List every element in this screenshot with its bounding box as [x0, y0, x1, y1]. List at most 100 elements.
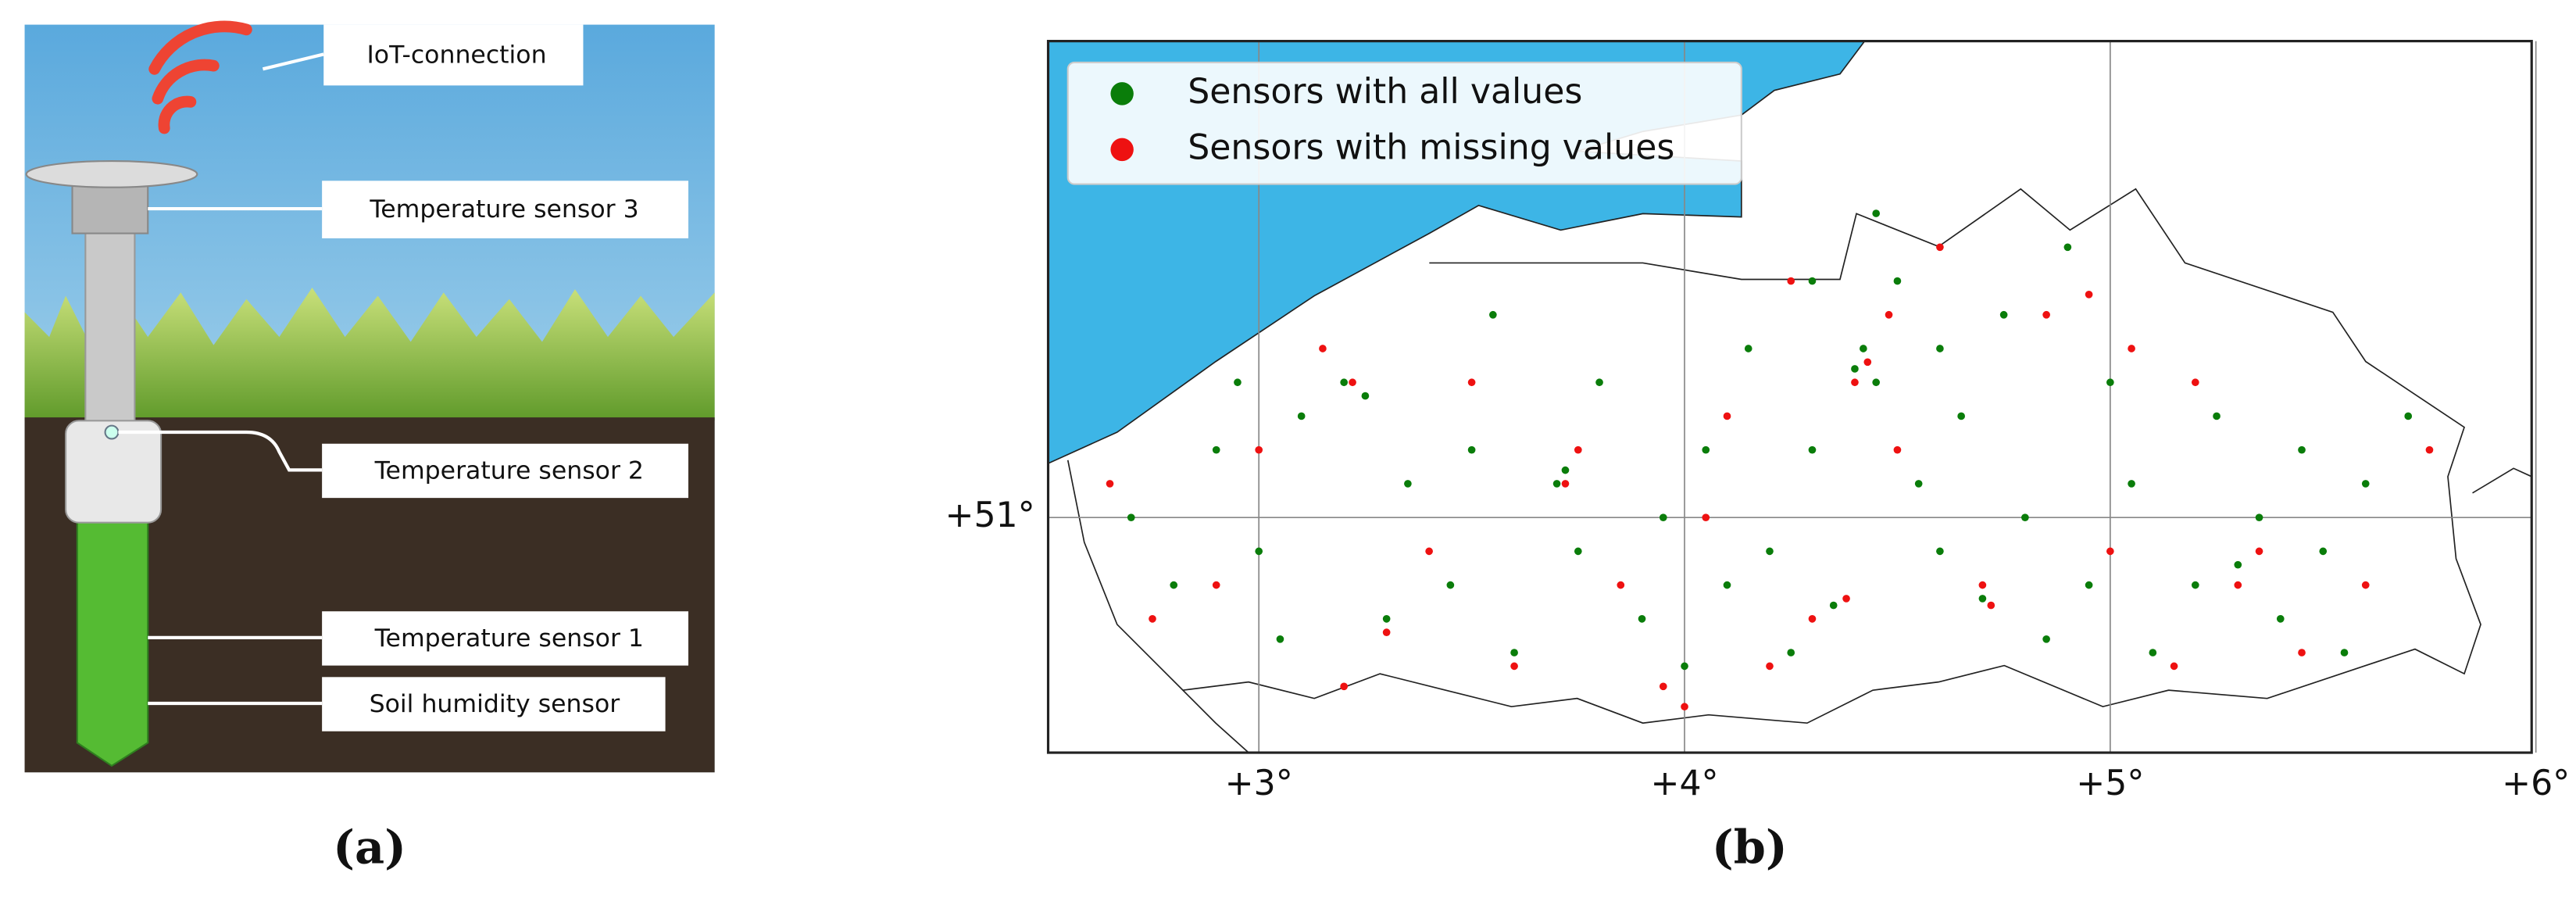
- sensor-point: [1552, 480, 1561, 488]
- legend-box: [1066, 61, 1742, 185]
- sensor-point: [2191, 581, 2199, 589]
- sensor-point: [1914, 480, 1923, 488]
- sensor-point: [1744, 345, 1752, 352]
- sensor-point: [1936, 345, 1944, 352]
- sensor-point: [1340, 682, 1348, 691]
- sensor-point: [2425, 445, 2434, 454]
- sensor-point: [1255, 547, 1263, 556]
- sensor-point: [1723, 581, 1731, 589]
- region-border: [1066, 188, 2481, 724]
- caption: (b): [1712, 821, 1788, 875]
- sensor-point: [2021, 513, 2029, 521]
- sensor-point: [2298, 445, 2306, 454]
- sensor-point: [2340, 649, 2349, 656]
- sensor-point: [1860, 345, 1867, 352]
- sensor-point: [1349, 378, 1356, 387]
- sensor-point: [2128, 345, 2135, 352]
- sensor-point: [1212, 445, 1220, 454]
- sensor-point: [2255, 513, 2263, 521]
- sensor-point: [1842, 595, 1850, 603]
- sensor-point: [1659, 682, 1667, 691]
- sensor-point: [2149, 649, 2157, 656]
- x-tick-label: +3°: [1225, 764, 1293, 803]
- sensor-point: [1851, 365, 1859, 373]
- sensor-point: [1382, 628, 1391, 636]
- sensor-point: [1999, 310, 2008, 319]
- sensor-point: [2361, 480, 2370, 488]
- cap: [25, 160, 198, 188]
- sensor-point: [1851, 378, 1859, 387]
- sensor-point: [2128, 480, 2135, 488]
- sensor-point: [1467, 378, 1476, 387]
- sensor-point: [2170, 662, 2178, 671]
- sensor-point: [2191, 378, 2199, 387]
- sensor-point: [2085, 581, 2093, 589]
- sensor-point: [1170, 581, 1178, 589]
- sensor-point: [1957, 412, 1965, 420]
- sensor-point: [1787, 649, 1795, 656]
- sensor-point: [1561, 480, 1570, 488]
- caption: (a): [333, 821, 406, 875]
- probe: [76, 517, 149, 767]
- label: Temperature sensor 1: [374, 624, 644, 653]
- wifi-icon: [148, 20, 252, 134]
- sensor-point: [1766, 662, 1774, 671]
- frame: [1046, 40, 2533, 754]
- sensor-point: [1149, 615, 1156, 623]
- sensor-point: [1127, 513, 1135, 521]
- panel-a: IoT-connection Temperature sensor 3 Temp…: [24, 20, 715, 875]
- sensor-point: [1893, 277, 1902, 285]
- label: Temperature sensor 2: [374, 456, 644, 485]
- sensor-point: [1361, 392, 1370, 400]
- sensor-point: [1234, 378, 1242, 387]
- sensor-point: [2234, 560, 2242, 569]
- label: Soil humidity sensor: [370, 690, 620, 718]
- sensor-point: [1212, 581, 1220, 589]
- sensor-point: [1382, 615, 1391, 623]
- sensor-point: [1106, 480, 1114, 488]
- sensor-point: [1681, 662, 1688, 671]
- grass: [24, 287, 715, 421]
- label-boxes: [322, 24, 689, 732]
- sensor-point: [2042, 310, 2050, 319]
- sensor-point: [1446, 581, 1455, 589]
- sensor-point: [2106, 547, 2114, 556]
- sensor-point: [2213, 412, 2221, 420]
- sensor-point: [1681, 703, 1688, 711]
- sensor-point: [1978, 595, 1987, 603]
- sensor-point: [1936, 547, 1944, 556]
- sensor-point: [1276, 635, 1284, 643]
- x-tick-label: +6°: [2502, 764, 2570, 803]
- region-border: [1182, 689, 1249, 753]
- sensor-point: [1319, 345, 1327, 352]
- leader-lines: [118, 52, 324, 706]
- panel-b: (b) +3° +4° +5° +6° +51° Sensors with all val…: [945, 40, 2570, 875]
- sensor-point: [1885, 310, 1893, 319]
- sensor-point: [1893, 445, 1902, 454]
- sensor-point: [1297, 412, 1306, 420]
- sensor-point: [1872, 209, 1881, 217]
- sensor-point: [2319, 547, 2328, 556]
- sensor-point: [1808, 277, 1817, 285]
- sensor-point: [2298, 649, 2306, 656]
- sensor-point: [1510, 662, 1518, 671]
- sensor-point: [1617, 581, 1625, 589]
- sensor-point: [1340, 378, 1348, 387]
- sensor-point: [1561, 466, 1570, 474]
- sensor-point: [1255, 445, 1263, 454]
- sensor-point: [1872, 378, 1881, 387]
- sensor-point: [1467, 445, 1476, 454]
- sensor-point: [1723, 412, 1731, 420]
- sensor-point: [2042, 635, 2050, 643]
- sensor-point: [2234, 581, 2242, 589]
- x-tick-label: +5°: [2076, 764, 2144, 803]
- sensor-point: [2063, 243, 2072, 252]
- sensor-point: [1638, 615, 1646, 623]
- legend-label: Sensors with missing values: [1188, 127, 1674, 167]
- label: Temperature sensor 3: [369, 195, 638, 224]
- sensor-point: [1659, 513, 1667, 521]
- y-tick-label: +51°: [945, 495, 1034, 535]
- sensor-point: [1425, 547, 1433, 556]
- sensor-point: [1936, 243, 1944, 252]
